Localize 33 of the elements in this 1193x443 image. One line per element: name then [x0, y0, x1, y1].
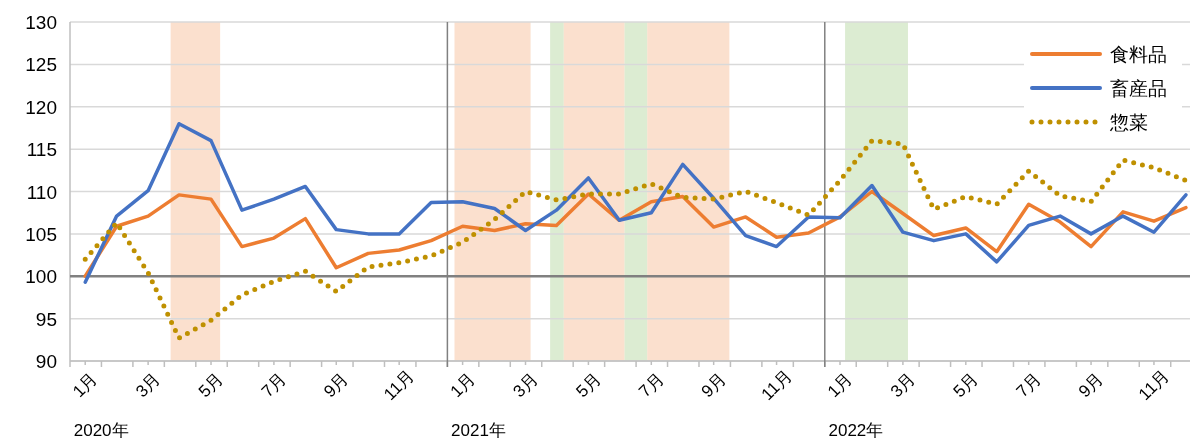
x-tick-label: 7月: [635, 368, 668, 402]
x-tick-label: 11月: [757, 366, 796, 404]
x-tick-label: 3月: [886, 368, 919, 402]
x-tick-label: 1月: [69, 368, 102, 402]
x-tick-label: 1月: [823, 368, 857, 402]
x-tick-label: 11月: [380, 366, 419, 404]
y-tick-label: 90: [35, 351, 57, 372]
y-tick-label: 115: [26, 139, 57, 161]
x-tick-label: 5月: [194, 368, 228, 402]
x-tick-label: 11月: [1134, 366, 1173, 404]
legend-label: 惣菜: [1109, 112, 1148, 133]
y-tick-label: 105: [25, 223, 57, 245]
x-tick-label: 7月: [257, 368, 290, 402]
x-tick-label: 3月: [509, 368, 542, 402]
x-tick-label: 5月: [572, 368, 605, 402]
legend-label: 食料品: [1110, 44, 1167, 65]
x-tick-label: 9月: [320, 368, 353, 402]
text: 2021年: [451, 421, 506, 440]
x-tick-label: 5月: [949, 368, 982, 402]
text: 2020年: [73, 421, 129, 440]
y-tick-label: 95: [35, 308, 57, 330]
y-tick-label: 130: [25, 12, 57, 33]
x-tick-label: 9月: [697, 368, 730, 402]
x-tick-label: 7月: [1012, 368, 1045, 402]
y-tick-label: 100: [25, 266, 57, 288]
x-tick-label: 9月: [1074, 368, 1108, 402]
y-tick-label: 120: [25, 96, 57, 118]
x-tick-label: 3月: [132, 368, 165, 402]
x-tick-label: 1月: [446, 368, 479, 402]
y-tick-label: 125: [25, 54, 57, 76]
text: 2022年: [828, 421, 884, 440]
legend-label: 畜産品: [1110, 78, 1167, 99]
y-tick-label: 110: [26, 181, 57, 203]
